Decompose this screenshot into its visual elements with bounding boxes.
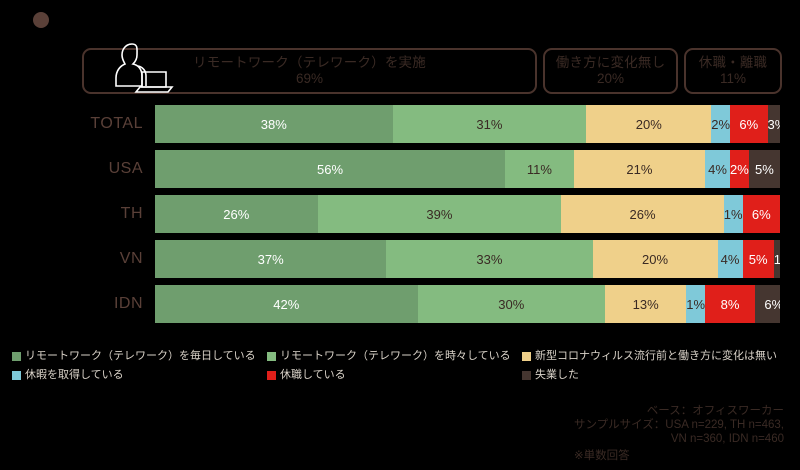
bar-segment: 2%: [730, 150, 749, 188]
bar-segment: 42%: [155, 285, 418, 323]
legend-remote-sometimes[interactable]: リモートワーク（テレワーク）を時々している: [267, 350, 522, 363]
summary-box-leave-resign: 休職・離職 11%: [684, 48, 782, 94]
legend-label: 休暇を取得している: [25, 369, 124, 381]
bar-segment: 1%: [773, 240, 780, 278]
bar-segment: 26%: [561, 195, 724, 233]
summary-box-remote-work: リモートワーク（テレワーク）を実施 69%: [82, 43, 537, 94]
legend-remote-daily[interactable]: リモートワーク（テレワーク）を毎日している: [12, 350, 267, 363]
legend-unemployed[interactable]: 失業した: [522, 369, 792, 382]
summary-box-value: 20%: [596, 71, 625, 86]
summary-box-label: 休職・離職: [698, 55, 768, 70]
bar-segment: 33%: [386, 240, 593, 278]
chart-row: IDN 42%30%13%1%8%6%: [0, 285, 800, 323]
stacked-bar-chart: TOTAL38%31%20%2%6%3%USA56%11%21%4%2%5%TH…: [0, 105, 800, 330]
bar-segment: 6%: [755, 285, 780, 323]
legend-label: 休職している: [280, 369, 346, 381]
summary-box-value: 11%: [719, 71, 747, 86]
bar-segment: 21%: [573, 150, 705, 188]
bar-usa: 56% 11% 21% 4% 2% 5%: [155, 150, 780, 188]
legend-swatch-icon: [12, 352, 21, 361]
bar-segment: 39%: [317, 195, 562, 233]
bar-segment: 4%: [705, 150, 730, 188]
legend-label: 新型コロナウィルス流行前と働き方に変化は無い: [535, 350, 777, 362]
bar-segment: 1%: [686, 285, 706, 323]
bar-segment: 6%: [730, 105, 768, 143]
legend-leave[interactable]: 休職している: [267, 369, 522, 382]
summary-box-label: 働き方に変化無し: [555, 55, 666, 70]
row-label-total: TOTAL: [90, 115, 143, 132]
bar-idn: 42%30%13%1%8%6%: [155, 285, 780, 323]
chart-row: VN 37%33%20%4%5%1%: [0, 240, 800, 278]
bar-segment: 26%: [155, 195, 318, 233]
row-label-vn: VN: [119, 250, 143, 267]
legend-swatch-icon: [267, 352, 276, 361]
chart-row: TOTAL 38%31%20%2%6%3%: [0, 105, 800, 143]
footer-single-answer: ※単数回答: [573, 450, 630, 462]
bar-segment: 30%: [417, 285, 605, 323]
legend-swatch-icon: [522, 371, 531, 380]
bar-segment: 13%: [605, 285, 687, 323]
bar-segment: 8%: [705, 285, 756, 323]
legend-swatch-icon: [267, 371, 276, 380]
footer-sample-size-1: サンプルサイズ：USA n=229, TH n=463,: [573, 419, 784, 431]
bar-segment: 56%: [155, 150, 505, 188]
person-at-laptop-icon: [115, 43, 174, 93]
summary-box-value: 69%: [295, 71, 324, 86]
bar-vn: 37%33%20%4%5%1%: [155, 240, 780, 278]
summary-box-no-change: 働き方に変化無し 20%: [543, 48, 678, 94]
row-label-idn: IDN: [113, 295, 143, 312]
chart-row: USA 56% 11% 21% 4% 2% 5%: [0, 150, 800, 188]
bar-segment: 31%: [392, 105, 587, 143]
summary-box-label: リモートワーク（テレワーク）を実施: [193, 55, 426, 70]
bar-segment: 5%: [748, 150, 780, 188]
bar-segment: 20%: [586, 105, 712, 143]
legend-swatch-icon: [522, 352, 531, 361]
bar-total: 38%31%20%2%6%3%: [155, 105, 780, 143]
row-label-usa: USA: [108, 160, 143, 177]
bar-segment: 6%: [742, 195, 780, 233]
bar-segment: 2%: [711, 105, 731, 143]
legend-label: 失業した: [535, 369, 579, 381]
legend-no-change[interactable]: 新型コロナウィルス流行前と働き方に変化は無い: [522, 350, 792, 363]
bar-segment: 37%: [155, 240, 387, 278]
decorative-dot: [33, 12, 49, 28]
legend-label: リモートワーク（テレワーク）を毎日している: [25, 350, 256, 362]
footer-base: ベース：オフィスワーカー: [646, 405, 784, 417]
footer-notes: ベース：オフィスワーカー サンプルサイズ：USA n=229, TH n=463…: [574, 404, 784, 463]
bar-segment: 11%: [505, 150, 574, 188]
legend-vacation[interactable]: 休暇を取得している: [12, 369, 267, 382]
bar-segment: 4%: [717, 240, 743, 278]
row-label-th: TH: [120, 205, 143, 222]
chart-legend: リモートワーク（テレワーク）を毎日している リモートワーク（テレワーク）を時々して…: [12, 350, 800, 388]
legend-label: リモートワーク（テレワーク）を時々している: [280, 350, 511, 362]
legend-swatch-icon: [12, 371, 21, 380]
bar-th: 26%39%26%1%6%1%: [155, 195, 780, 233]
bar-segment: 20%: [592, 240, 718, 278]
bar-segment: 5%: [742, 240, 774, 278]
bar-segment: 3%: [767, 105, 780, 143]
header-summary-boxes: リモートワーク（テレワーク）を実施 69% 働き方に変化無し 20% 休職・離職…: [82, 43, 782, 94]
bar-segment: 38%: [155, 105, 393, 143]
footer-sample-size-2: VN n=360, IDN n=460: [670, 433, 784, 445]
bar-segment: 1%: [723, 195, 743, 233]
